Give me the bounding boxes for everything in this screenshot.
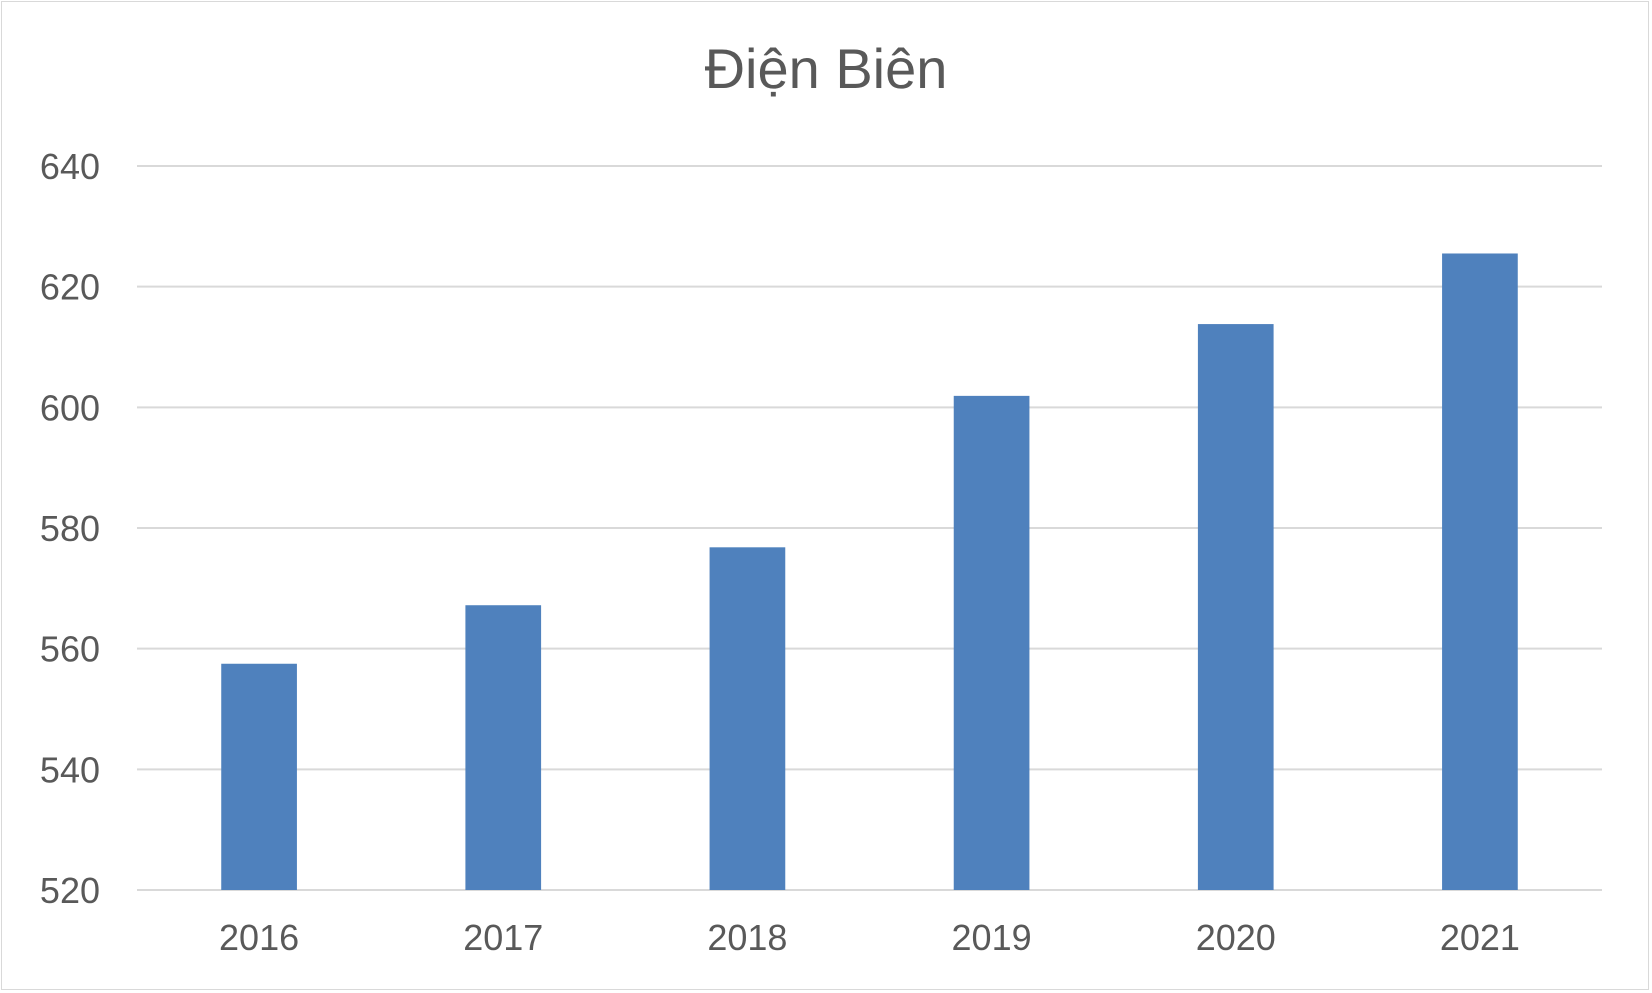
bar-2018 [709, 547, 786, 890]
x-tick-label: 2021 [1440, 917, 1520, 958]
x-tick-label: 2019 [952, 917, 1032, 958]
bar-2016 [221, 663, 297, 890]
y-tick-label: 620 [40, 267, 100, 308]
x-tick-label: 2018 [707, 917, 787, 958]
bar-2020 [1197, 324, 1274, 890]
bar-2021 [1442, 253, 1518, 890]
x-axis-tick-labels: 2016 2017 2018 2019 2020 2021 [219, 917, 1520, 958]
gridlines [137, 165, 1602, 891]
y-tick-label: 560 [40, 629, 100, 670]
x-tick-label: 2016 [219, 917, 299, 958]
y-axis-tick-labels: 520 540 560 580 600 620 640 [40, 146, 100, 911]
bar-2019 [953, 395, 1030, 890]
y-tick-label: 600 [40, 387, 100, 428]
x-tick-label: 2020 [1196, 917, 1276, 958]
bar-2017 [465, 605, 542, 890]
chart-title: Điện Biên [704, 37, 948, 100]
y-tick-label: 540 [40, 749, 100, 790]
y-tick-label: 520 [40, 870, 100, 911]
y-tick-label: 580 [40, 508, 100, 549]
y-tick-label: 640 [40, 146, 100, 187]
x-tick-label: 2017 [463, 917, 543, 958]
bars [221, 253, 1518, 890]
